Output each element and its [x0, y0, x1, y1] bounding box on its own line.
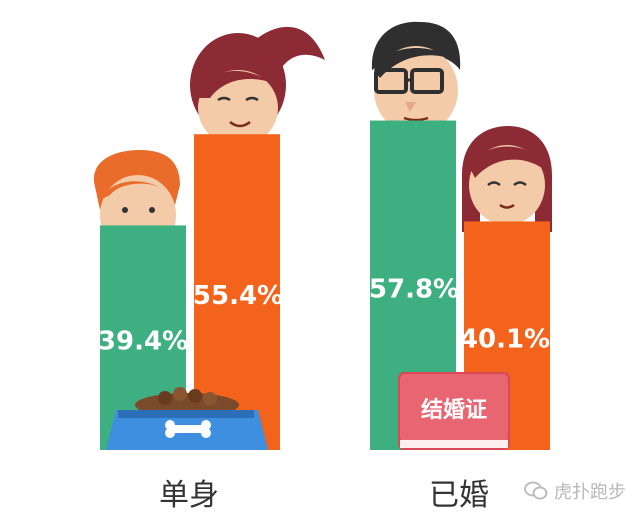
data-label: 39.4%	[98, 327, 188, 357]
wechat-icon	[524, 481, 548, 500]
dog-food-bowl-icon	[106, 387, 268, 450]
bone-icon	[165, 420, 211, 438]
married-man-figure	[371, 21, 461, 134]
data-label: 57.8%	[369, 274, 459, 304]
data-label: 40.1%	[460, 325, 550, 355]
category-label: 单身	[159, 478, 219, 513]
marriage-certificate-book: 结婚证	[398, 372, 510, 450]
watermark-text: 虎扑跑步	[554, 482, 626, 503]
single-woman-figure	[190, 26, 325, 146]
watermark: 虎扑跑步	[524, 478, 626, 504]
category-label: 已婚	[429, 478, 489, 513]
marriage-book-label: 结婚证	[421, 397, 487, 423]
data-label: 55.4%	[193, 281, 283, 311]
married-woman-figure	[462, 126, 552, 232]
